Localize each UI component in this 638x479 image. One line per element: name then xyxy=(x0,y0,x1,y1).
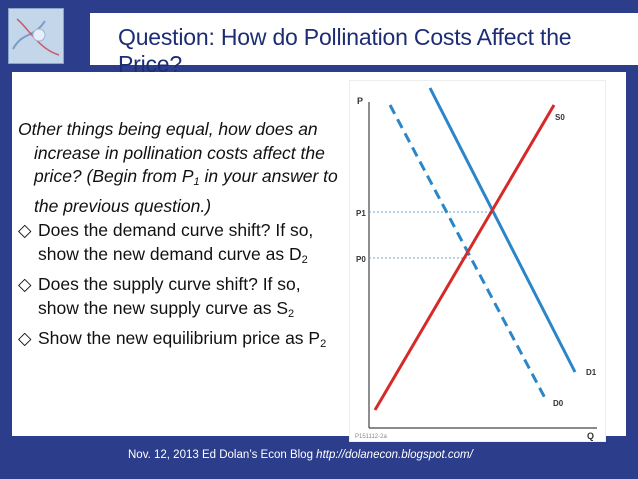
intro-question: Other things being equal, how does an in… xyxy=(18,118,338,218)
intro-subscript: 1 xyxy=(193,176,200,188)
diamond-bullet-icon: ◇ xyxy=(18,328,32,348)
x-axis-label: Q xyxy=(587,431,594,441)
intro-text-end: in your answer to the previous question.… xyxy=(34,166,338,216)
y-axis-label: P xyxy=(357,96,363,106)
footer-credit: Nov. 12, 2013 Ed Dolan’s Econ Blog xyxy=(128,449,317,461)
price-label-p0: P0 xyxy=(356,255,366,264)
bullet-item: ◇ Does the demand curve shift? If so, sh… xyxy=(18,219,338,272)
bullet-item: ◇ Show the new equilibrium price as P2 xyxy=(18,327,338,357)
question-text-area: Other things being equal, how does an in… xyxy=(18,118,338,357)
diamond-bullet-icon: ◇ xyxy=(18,220,32,240)
bullet-item: ◇ Does the supply curve shift? If so, sh… xyxy=(18,273,338,326)
bullet-subscript: 2 xyxy=(301,253,308,266)
bullet-text: Does the demand curve shift? If so, show… xyxy=(38,220,314,264)
label-d0: D0 xyxy=(553,399,564,408)
label-d1: D1 xyxy=(586,368,597,377)
slide-footer: Nov. 12, 2013 Ed Dolan’s Econ Blog http:… xyxy=(128,449,473,461)
supply-curve-s0 xyxy=(373,104,556,411)
footer-url-link[interactable]: http://dolanecon.blogspot.com/ xyxy=(316,449,473,461)
label-s0: S0 xyxy=(555,113,565,122)
bullet-subscript: 2 xyxy=(288,307,295,320)
bullet-text: Show the new equilibrium price as P xyxy=(38,328,321,348)
figure-id: P151112-2a xyxy=(355,434,387,440)
title-bar xyxy=(90,13,638,65)
bullet-subscript: 2 xyxy=(320,338,327,350)
supply-demand-diagram: P Q P1 P0 S0 D1 D0 P151112-2a xyxy=(349,80,606,442)
price-label-p1: P1 xyxy=(356,209,366,218)
demand-curve-d1 xyxy=(428,87,577,373)
diamond-bullet-icon: ◇ xyxy=(18,274,32,294)
slide-title: Question: How do Pollination Costs Affec… xyxy=(118,24,572,77)
intro-text: Other things being equal, how does an in… xyxy=(18,119,325,186)
slide-logo-thumbnail xyxy=(8,8,64,64)
bullet-text: Does the supply curve shift? If so, show… xyxy=(38,274,301,318)
